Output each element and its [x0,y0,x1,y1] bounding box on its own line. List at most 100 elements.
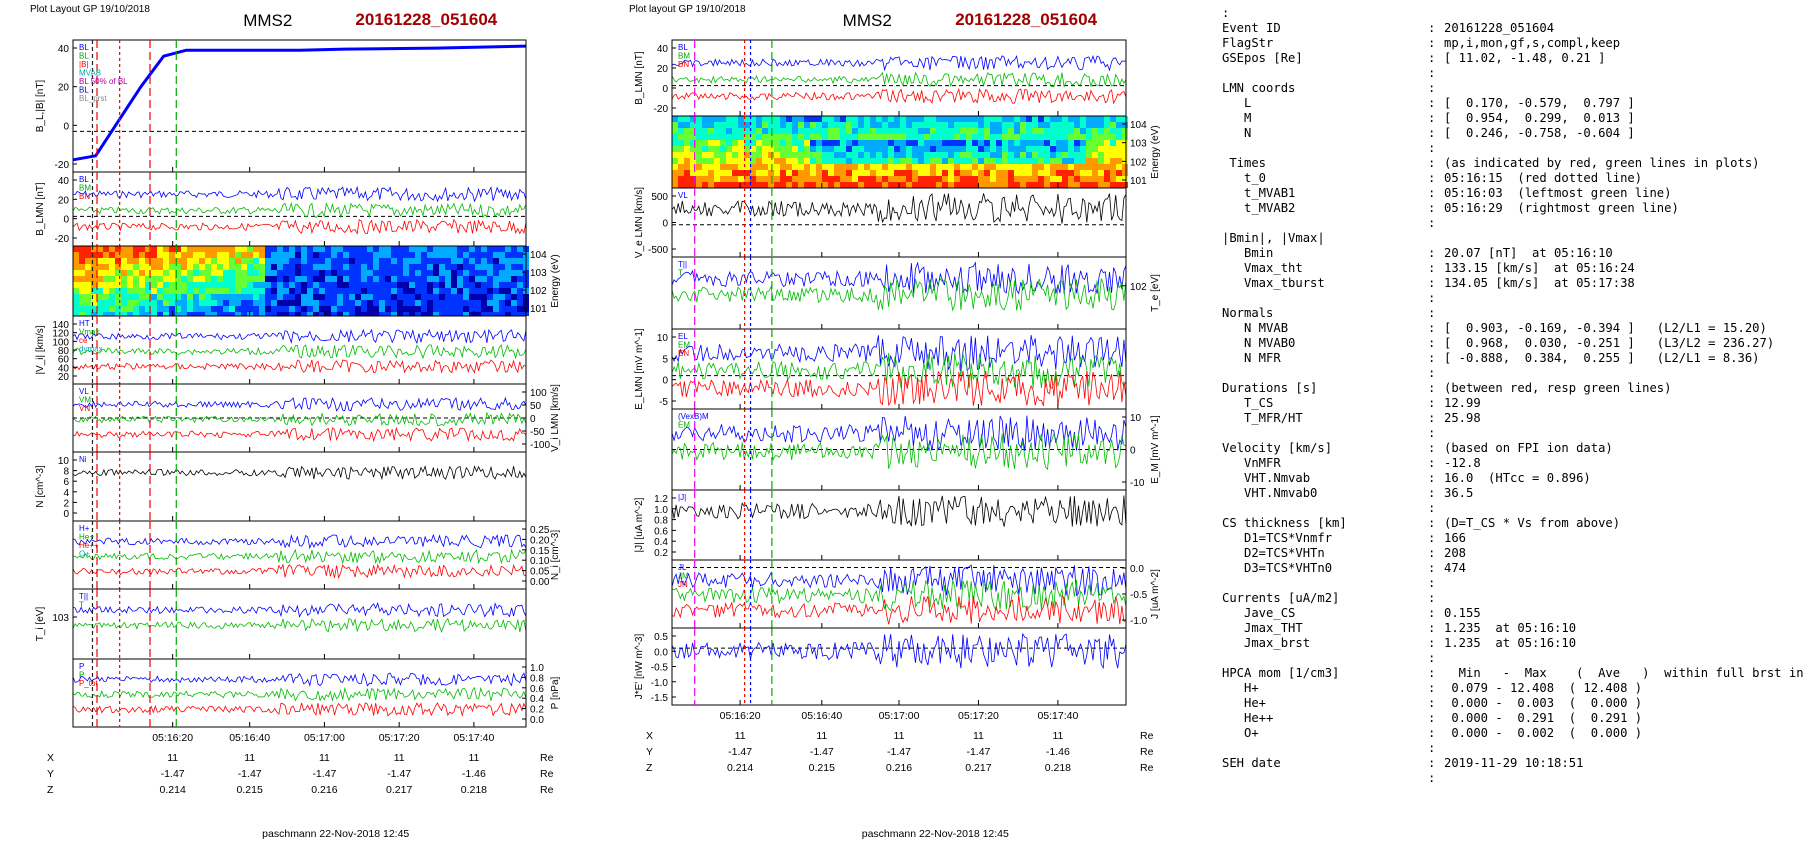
info-line: t_MVAB2:05:16:29 (rightmost green line) [1222,201,1804,216]
info-line: M: [ 0.954, 0.299, 0.013 ] [1222,111,1804,126]
ephemeris-value: 0.218 [461,784,487,796]
info-value: Min - Max ( Ave ) within full brst int [1444,666,1804,680]
legend-entry: P_tot [79,679,98,688]
y-tick-label: 0.2 [530,705,544,716]
info-colon: : [1428,321,1436,335]
info-colon: : [1428,501,1436,515]
y-axis-label: B_L,|B| [nT] [35,80,46,133]
y-tick-label: 40 [58,176,70,187]
y-axis-label: Energy (eV) [550,254,561,307]
right-panel-4: 102 T_e [eV] T||T [671,256,1161,330]
y-tick-label: -1.0 [651,678,669,689]
info-colon: : [1428,756,1436,770]
info-key: Normals [1222,306,1274,320]
trace-line [671,564,1127,597]
y-tick-label: 0 [662,219,668,230]
info-line: : [1222,66,1804,81]
y-tick-label: 0 [662,84,668,95]
info-value: 12.99 [1444,396,1481,410]
info-colon: : [1428,726,1436,740]
info-value: [ 0.246, -0.758, -0.604 ] [1444,126,1635,140]
legend-entry: JN [678,580,688,589]
y-tick-label: 120 [52,329,69,340]
info-key: Bmin [1222,246,1274,260]
time-tick-label: 05:16:20 [720,710,761,722]
legend-entry: EN [678,349,689,358]
legend-entry: Vmax [79,328,99,337]
y-tick-label: 102 [1130,282,1147,293]
info-colon: : [1428,171,1436,185]
y-tick-label: -500 [648,245,668,256]
y-tick-label: 10 [58,456,70,467]
y-tick-label: 20 [58,372,70,383]
info-line: : [1222,291,1804,306]
y-axis-label: T_e [eV] [1150,274,1161,312]
info-line: : [1222,741,1804,756]
info-colon: : [1428,336,1436,350]
info-value: 1.235 at 05:16:10 [1444,636,1577,650]
y-tick-label: 0.20 [530,535,550,546]
ephemeris-label: Z [646,762,653,774]
y-tick-label: 40 [58,44,70,55]
info-line: : [1222,426,1804,441]
ephemeris-value: 0.214 [160,784,186,796]
legend-entry: P [79,662,84,671]
info-line: Times: (as indicated by red, green lines … [1222,156,1804,171]
info-key: He+ [1222,696,1267,710]
info-colon: : [1428,636,1436,650]
y-tick-label: 104 [1130,120,1147,131]
y-tick-label: 100 [52,337,69,348]
panel-frame [671,256,1127,330]
info-value: (between red, resp green lines) [1444,381,1672,395]
y-tick-label: 0 [1130,446,1136,457]
info-value: 133.15 [km/s] at 05:16:24 [1444,261,1635,275]
y-tick-label: 0 [63,121,69,132]
ephemeris-value: 0.215 [237,784,263,796]
trace-line [72,702,527,717]
ephemeris-value: -1.47 [312,768,336,780]
trace-line [72,396,527,412]
trace-line [671,71,1127,89]
info-colon: : [1428,276,1436,290]
info-value: 20161228_051604 [1444,21,1555,35]
series-line [72,44,527,162]
y-tick-label: -10 [1130,478,1145,489]
info-colon: : [1428,546,1436,560]
info-colon: : [1428,246,1436,260]
time-tick-label: 05:17:00 [304,732,345,744]
ephemeris-value: 0.214 [727,762,753,774]
y-axis-label: B_LMN [nT] [35,182,46,236]
time-tick-label: 05:17:20 [379,732,420,744]
y-tick-label: 0.05 [530,567,550,578]
legend-entry: He+ [79,533,94,542]
ephemeris-unit: Re [1140,762,1154,774]
info-line: Durations [s]: (between red, resp green l… [1222,381,1804,396]
info-key: N MFR [1222,351,1281,365]
info-line: Velocity [km/s]: (based on FPI ion data) [1222,441,1804,456]
trace-line [671,193,1127,224]
trace-line [671,495,1127,527]
info-key: T_MFR/HT [1222,411,1303,425]
ephemeris-unit: Re [540,784,554,796]
y-tick-label: 0.6 [654,526,668,537]
right-footer: paschmann 22-Nov-2018 12:45 [862,828,1009,840]
ephemeris-value: -1.47 [966,746,990,758]
y-tick-label: 0.8 [654,516,668,527]
info-line: Normals: [1222,306,1804,321]
info-colon: : [1428,531,1436,545]
info-colon: : [1428,711,1436,725]
info-colon: : [1428,111,1436,125]
info-key: N MVAB [1222,321,1289,335]
time-tick-label: 05:16:20 [152,732,193,744]
info-line: : [1222,216,1804,231]
y-tick-label: 0 [63,215,69,226]
info-value: (D=T_CS * Vs from above) [1444,516,1621,530]
info-key: Durations [s] [1222,381,1318,395]
info-colon: : [1428,471,1436,485]
info-line: H+: 0.079 - 12.408 ( 12.408 ) [1222,681,1804,696]
